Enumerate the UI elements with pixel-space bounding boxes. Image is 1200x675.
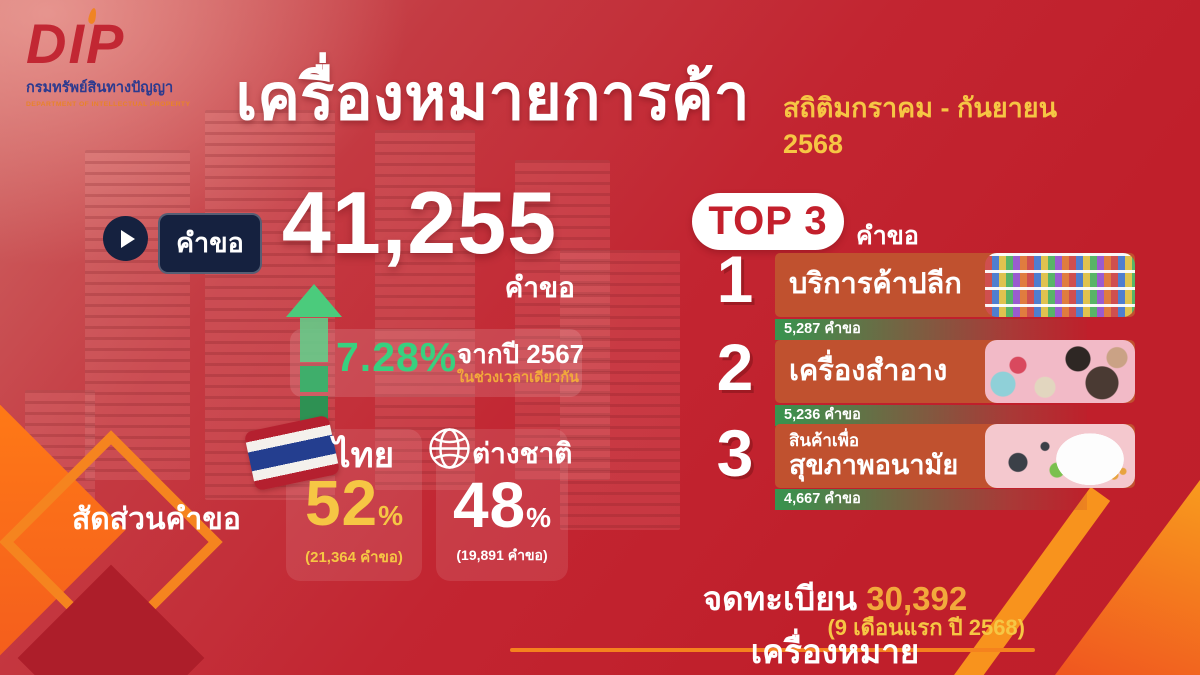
top3-badge: TOP 3 [692,193,844,250]
foreign-count: (19,891 คำขอ) [456,547,548,563]
org-name-thai: กรมทรัพย์สินทางปัญญา [26,80,174,96]
share-section-label: สัดส่วนคำขอ [72,503,241,536]
dip-logo: DIP กรมทรัพย์สินทางปัญญา DEPARTMENT OF I… [26,7,191,108]
rank-number-1: 1 [716,242,754,316]
top3-row-2: เครื่องสำอาง [775,340,1135,403]
health-products-image [985,424,1135,488]
period-subtitle: สถิติมกราคม - กันยายน 2568 [783,93,1058,159]
building-silhouette [85,150,190,480]
dip-logo-text: DIP [26,7,176,72]
top3-row-1: บริการค้าปลีก [775,253,1135,317]
foreign-label: ต่างชาติ [472,438,573,469]
org-name-english: DEPARTMENT OF INTELLECTUAL PROPERTY [26,101,191,108]
thai-count: (21,364 คำขอ) [305,549,403,566]
category-name-3-line1: สินค้าเพื่อ [789,430,860,450]
thai-percent: 52% [304,467,404,539]
page-title: เครื่องหมายการค้า [235,61,750,133]
cosmetics-image [985,340,1135,403]
rank-number-2: 2 [716,330,754,404]
building-silhouette [515,160,610,480]
divider-line [510,648,1035,652]
registered-prefix: จดทะเบียน [702,580,867,617]
growth-panel [290,329,582,397]
top3-row-3: สินค้าเพื่อ สุขภาพอนามัย [775,424,1135,488]
up-arrow-icon [286,284,342,422]
building-silhouette [560,250,680,530]
building-silhouette [375,130,475,490]
category-name-1: บริการค้าปลีก [789,268,962,301]
registered-line: จดทะเบียน 30,392 เครื่องหมาย [630,572,1040,675]
category-count-3: 4,667 คำขอ [775,489,1087,510]
category-name-3-line2: สุขภาพอนามัย [789,450,959,481]
play-icon [103,216,148,261]
rank-number-3: 3 [716,416,754,490]
registered-number: 30,392 [866,580,968,617]
retail-shelves-image [985,253,1135,317]
registered-suffix: เครื่องหมาย [750,633,920,670]
growth-percent: 7.28% [336,334,458,380]
category-count-2: 5,236 คำขอ [775,405,1087,426]
thai-label: ไทย [333,436,395,475]
applications-badge: คำขอ [158,213,262,274]
foreign-percent: 48% [452,469,552,541]
globe-icon [429,428,470,469]
top3-badge-suffix: คำขอ [856,222,919,250]
applications-total-value: 41,255 [281,173,558,272]
registered-note: (9 เดือนแรก ปี 2568) [827,615,1025,640]
dip-logo-letters: DIP [26,12,126,75]
growth-note: จากปี 2567 [457,339,585,369]
growth-subnote: ในช่วงเวลาเดียวกัน [457,370,579,386]
play-triangle-icon [120,229,135,248]
applications-total-unit: คำขอ [504,272,575,303]
category-count-1: 5,287 คำขอ [775,319,1087,340]
category-name-2: เครื่องสำอาง [789,354,948,387]
